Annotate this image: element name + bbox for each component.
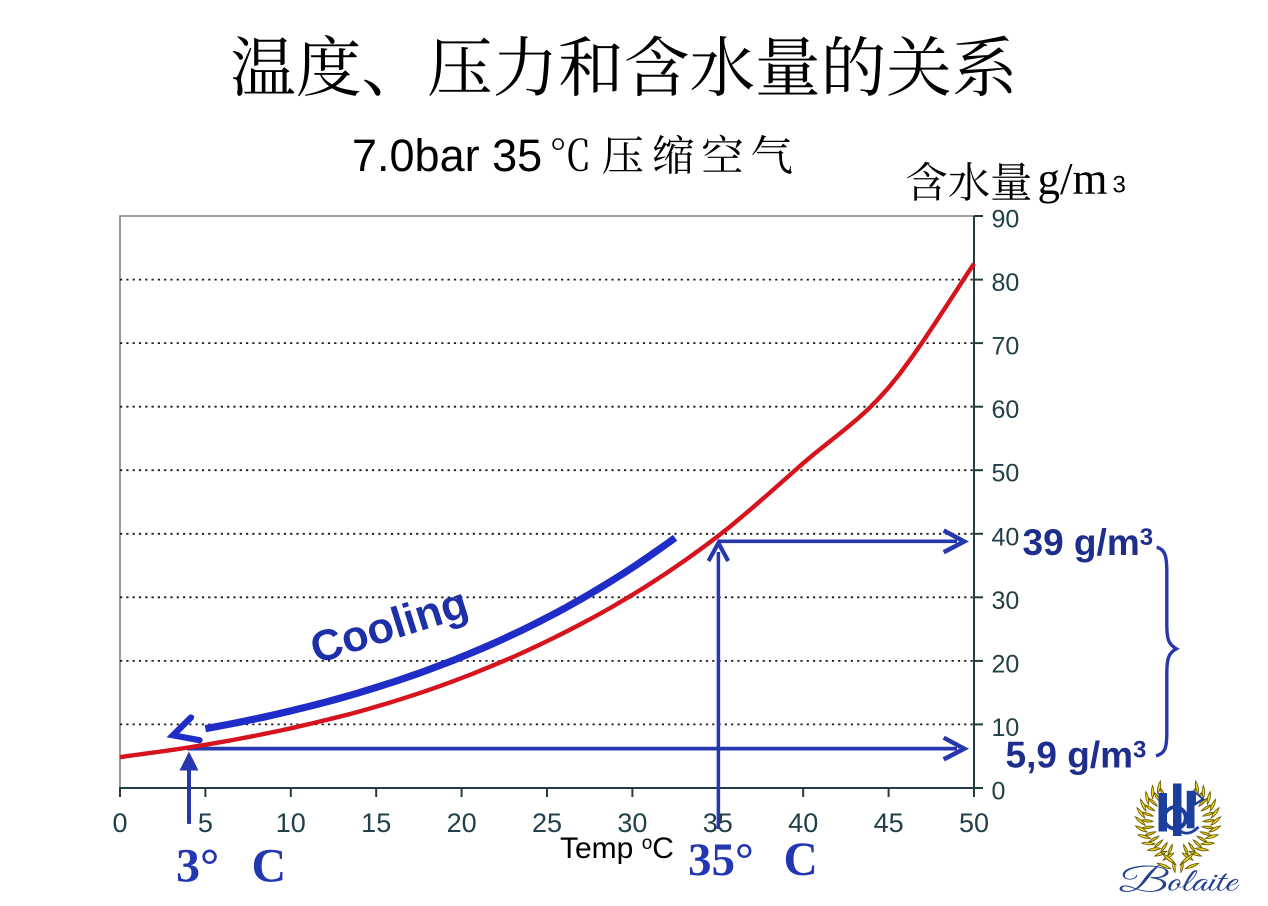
svg-text:5,9 g/m3: 5,9 g/m3 (1006, 735, 1147, 776)
svg-text:39 g/m3: 39 g/m3 (1023, 522, 1154, 563)
svg-text:5: 5 (198, 808, 213, 838)
svg-text:40: 40 (992, 523, 1020, 551)
svg-text:50: 50 (992, 460, 1020, 488)
svg-text:10: 10 (276, 808, 306, 838)
svg-text:35°: 35° (688, 834, 754, 886)
svg-text:60: 60 (992, 396, 1020, 424)
svg-text:40: 40 (788, 808, 818, 838)
svg-text:7.0bar 35: 7.0bar 35 (352, 130, 542, 181)
svg-text:20: 20 (447, 808, 477, 838)
svg-text:45: 45 (874, 808, 904, 838)
svg-text:25: 25 (532, 808, 562, 838)
svg-text:3°: 3° (176, 840, 219, 893)
svg-text:10: 10 (992, 714, 1020, 742)
svg-text:20: 20 (992, 650, 1020, 678)
svg-text:0: 0 (992, 778, 1006, 806)
svg-text:30: 30 (992, 587, 1020, 615)
svg-text:90: 90 (992, 206, 1020, 234)
svg-text:15: 15 (361, 808, 391, 838)
svg-text:50: 50 (959, 808, 989, 838)
svg-text:Temp oC: Temp oC (560, 832, 674, 865)
svg-text:C: C (252, 840, 287, 893)
svg-text:3: 3 (1113, 172, 1126, 199)
svg-text:80: 80 (992, 269, 1020, 297)
svg-text:35: 35 (703, 808, 733, 838)
svg-text:0: 0 (112, 808, 127, 838)
svg-text:70: 70 (992, 333, 1020, 361)
svg-text:30: 30 (617, 808, 647, 838)
svg-text:C: C (784, 834, 818, 886)
svg-text:g/m: g/m (1038, 154, 1108, 204)
